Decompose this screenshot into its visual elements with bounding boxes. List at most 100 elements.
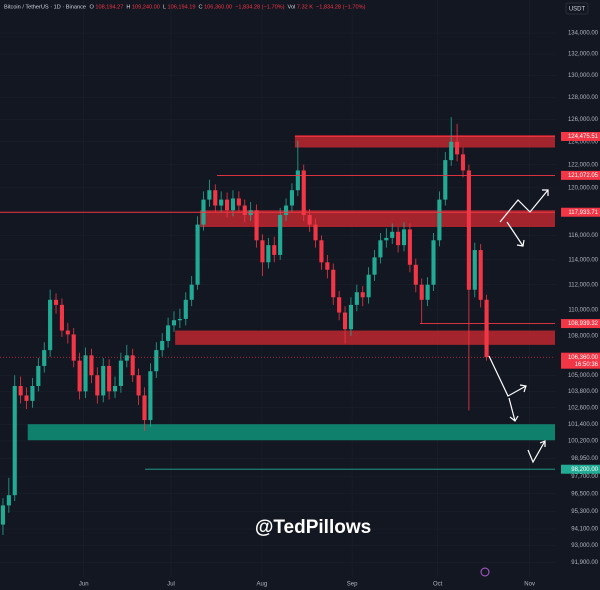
candle-body <box>148 371 153 421</box>
y-tick-label: 93,000.00 <box>571 543 598 549</box>
candle-body <box>136 375 141 396</box>
candle-body <box>396 231 401 246</box>
candle-body <box>301 170 306 216</box>
candle-body <box>65 330 70 335</box>
candle-body <box>177 318 182 321</box>
zone <box>199 210 562 228</box>
y-tick-label: 130,000.00 <box>568 73 599 79</box>
candle-body <box>443 160 448 200</box>
legend-key: Vol <box>288 4 296 10</box>
candle-body <box>30 385 35 401</box>
price-tag-label: 124,475.51 <box>568 134 599 140</box>
y-tick-label: 91,900.00 <box>571 560 598 566</box>
y-tick-label: 108,000.00 <box>568 333 599 339</box>
price-axis <box>555 0 600 590</box>
arrow-down-path <box>506 221 524 247</box>
candle-body <box>372 257 377 275</box>
candle-body <box>160 340 165 351</box>
legend-key: L <box>163 4 166 10</box>
legend-symbol: Bitcoin / TetherUS · 1D · Binance <box>4 4 86 10</box>
candle-body <box>425 284 430 300</box>
y-tick-label: 112,000.00 <box>568 282 598 288</box>
candle-body <box>219 199 224 206</box>
candle-body <box>331 269 336 298</box>
candle-body <box>390 231 395 238</box>
candle-body <box>478 250 483 300</box>
candle-body <box>236 198 241 206</box>
replay-icon[interactable] <box>480 567 490 577</box>
y-tick-label: 132,000.00 <box>568 52 599 58</box>
y-tick-label: 120,000.00 <box>568 185 599 191</box>
candle-body <box>384 237 389 241</box>
zone <box>294 135 562 148</box>
candle-body <box>319 240 324 263</box>
candle-body <box>242 205 247 216</box>
candle-body <box>112 385 118 392</box>
candle-body <box>24 395 29 401</box>
x-tick-label: Jul <box>167 582 175 588</box>
price-tag-label: 117,933.71 <box>568 210 598 216</box>
candle-body <box>189 284 194 300</box>
arrow-head <box>516 239 525 247</box>
y-tick-label: 97,700.00 <box>571 474 598 480</box>
legend-value: 109,240.00 <box>132 4 160 10</box>
candle-body <box>42 350 47 366</box>
x-tick-label: Nov <box>524 582 535 588</box>
axis-labels: 134,000.00 132,000.00 130,000.00 128,000.00… <box>79 31 599 588</box>
y-tick-label: 116,000.00 <box>568 233 598 239</box>
y-tick-label: 114,000.00 <box>568 257 598 263</box>
price-tag-label: 108,939.32 <box>568 321 599 327</box>
price-tag <box>561 319 600 329</box>
candle-body <box>283 205 289 216</box>
currency-button[interactable] <box>565 2 589 15</box>
y-tick-label: 95,300.00 <box>571 509 598 515</box>
y-tick-label: 126,000.00 <box>568 117 599 123</box>
candle-body <box>472 250 477 290</box>
candle-body <box>325 262 330 270</box>
candle-body <box>59 304 64 331</box>
arrow-head <box>519 384 527 393</box>
price-tag <box>561 170 600 180</box>
legend: Bitcoin / TetherUS · 1D · Binance O 108,19… <box>4 4 366 10</box>
candle-body <box>289 190 295 206</box>
candle-body <box>260 240 265 263</box>
candle-body <box>484 299 489 358</box>
y-tick-label: 124,000.00 <box>568 139 599 145</box>
candle-body <box>278 215 283 255</box>
countdown-label: 16:50:36 <box>575 362 599 368</box>
y-tick-label: 101,400.00 <box>568 422 599 428</box>
y-tick-label: 110,000.00 <box>568 308 598 314</box>
candle-body <box>53 299 59 305</box>
candle-body <box>354 292 359 305</box>
price-tag <box>561 131 600 141</box>
legend-value: 106,194.19 <box>168 4 196 10</box>
last-price-label: 106,360.00 <box>568 355 599 361</box>
y-tick-label: 96,500.00 <box>571 491 598 497</box>
candle-body <box>36 365 41 386</box>
y-tick-label: 122,000.00 <box>568 162 599 168</box>
candle-body <box>431 240 436 285</box>
candle-body <box>0 505 6 525</box>
candle-body <box>366 274 371 298</box>
arrow-path <box>527 440 546 464</box>
candle-body <box>142 395 147 421</box>
candle-body <box>272 245 277 255</box>
candle-body <box>124 355 129 361</box>
legend-key: H <box>126 4 130 10</box>
y-tick-label: 100,200.00 <box>568 439 599 445</box>
y-tick-label: 98,950.00 <box>571 456 598 462</box>
candle-body <box>107 365 112 392</box>
candle-body <box>419 284 424 300</box>
legend-key: C <box>199 4 203 10</box>
candle-body <box>118 360 123 386</box>
x-tick-label: Oct <box>433 582 443 588</box>
legend-value: −1,834.28 (−1.70%) <box>235 4 285 10</box>
candle-body <box>213 190 218 206</box>
arrow-head <box>539 440 546 447</box>
candle-body <box>455 141 460 155</box>
y-tick-label: 94,100.00 <box>571 527 598 533</box>
candle-body <box>207 190 212 200</box>
price-tag <box>561 464 600 474</box>
